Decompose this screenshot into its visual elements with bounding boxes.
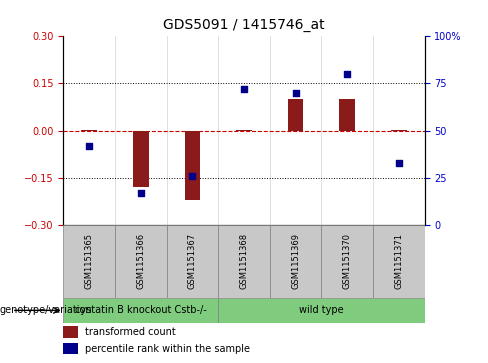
Title: GDS5091 / 1415746_at: GDS5091 / 1415746_at [163,19,325,33]
Point [395,160,403,166]
Bar [166,225,218,298]
Point [137,190,145,196]
Bar [63,343,78,354]
Text: GSM1151365: GSM1151365 [85,233,94,289]
Point [85,143,93,149]
Text: GSM1151369: GSM1151369 [291,233,300,289]
Text: GSM1151366: GSM1151366 [136,233,145,289]
Bar [373,225,425,298]
Bar [322,225,373,298]
Bar [340,99,355,131]
Text: wild type: wild type [299,305,344,315]
Point [188,173,196,179]
Text: transformed count: transformed count [85,327,176,337]
Bar [133,131,148,187]
Bar [115,225,166,298]
Bar [63,326,78,338]
Bar [270,225,322,298]
Text: GSM1151371: GSM1151371 [394,233,403,289]
Text: GSM1151370: GSM1151370 [343,233,352,289]
Bar [218,225,270,298]
Text: genotype/variation: genotype/variation [0,305,93,315]
Text: GSM1151368: GSM1151368 [240,233,248,289]
Bar [288,99,304,131]
Point [240,86,248,92]
Point [343,71,351,77]
Bar [218,298,425,323]
Bar [184,131,200,200]
Bar [81,130,97,131]
Text: GSM1151367: GSM1151367 [188,233,197,289]
Text: percentile rank within the sample: percentile rank within the sample [85,343,250,354]
Text: cystatin B knockout Cstb-/-: cystatin B knockout Cstb-/- [75,305,207,315]
Bar [236,130,252,131]
Bar [63,298,218,323]
Bar [391,130,407,131]
Bar [63,225,115,298]
Point [292,90,300,96]
